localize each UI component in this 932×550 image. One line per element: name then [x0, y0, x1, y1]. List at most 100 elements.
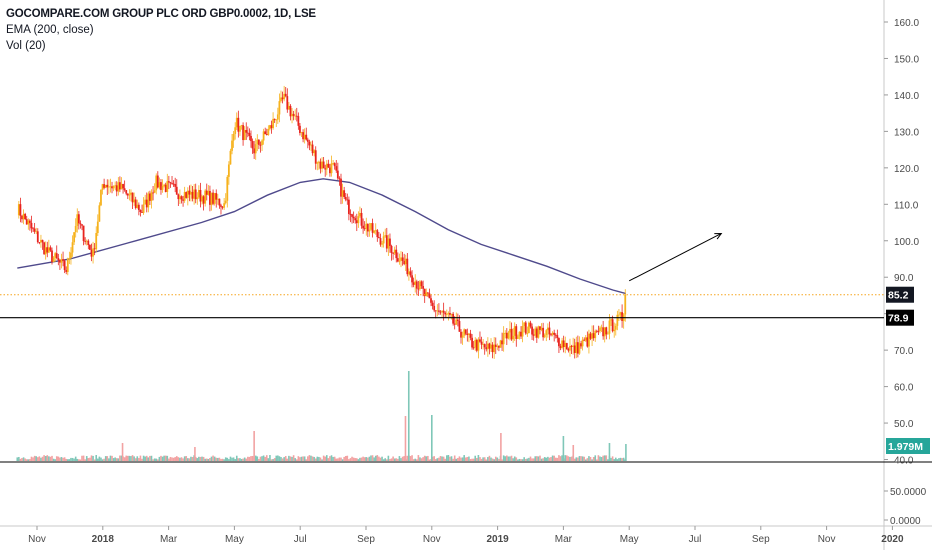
volume-bar [521, 459, 524, 461]
volume-bar [59, 457, 61, 461]
candle-body [52, 257, 55, 262]
candle-body [420, 281, 423, 287]
candle-body [90, 249, 93, 257]
candle-body [343, 190, 346, 197]
candle-body [608, 320, 611, 334]
volume-bar [556, 457, 559, 461]
candle-body [537, 326, 540, 338]
volume-bar [235, 455, 238, 461]
candle-body [17, 204, 20, 216]
candle-body [25, 219, 28, 225]
volume-bar [588, 456, 590, 461]
symbol-title[interactable]: GOCOMPARE.COM GROUP PLC ORD GBP0.0002, 1… [6, 8, 316, 20]
candle-body [411, 275, 413, 283]
candle-body [172, 183, 175, 185]
candle-body [267, 128, 270, 135]
candle-body [366, 223, 369, 232]
volume-bar [355, 458, 358, 461]
candle-body [573, 345, 576, 353]
candle-body [441, 310, 443, 312]
candle-body [215, 193, 218, 200]
candle-body [490, 344, 492, 349]
volume-bar [442, 456, 445, 461]
volume-bar [389, 458, 391, 461]
candle-body [125, 190, 128, 194]
volume-bar [41, 456, 44, 461]
volume-bar [545, 457, 548, 461]
volume-bar [239, 458, 241, 461]
candle-body [389, 238, 391, 246]
volume-bar [101, 459, 104, 461]
price-tick-label: 50.0 [894, 419, 914, 430]
candle-body [434, 310, 437, 312]
candle-body [229, 150, 232, 165]
ema-indicator-label[interactable]: EMA (200, close) [6, 24, 94, 36]
volume-bar [229, 456, 232, 461]
candle-body [30, 222, 33, 229]
volume-bar [558, 455, 560, 461]
candle-body [565, 343, 568, 350]
volume-bar [46, 455, 49, 461]
candle-body [505, 332, 508, 339]
candle-body [77, 214, 80, 224]
candle-body [316, 162, 319, 164]
candle-body [548, 327, 551, 335]
candle-body [486, 343, 489, 350]
volume-bar [370, 455, 372, 461]
volume-bar [54, 459, 56, 461]
volume-bar [295, 459, 298, 461]
candle-body [562, 340, 565, 348]
volume-bar [43, 455, 45, 461]
volume-indicator-label[interactable]: Vol (20) [6, 40, 46, 52]
time-tick-label: Sep [752, 534, 770, 545]
volume-bar [348, 459, 350, 461]
volume-bar [513, 456, 516, 461]
candle-body [144, 199, 147, 205]
volume-bar [526, 458, 529, 461]
candle-body [272, 118, 274, 129]
candle-body [106, 184, 109, 188]
volume-bar [330, 455, 333, 461]
volume-bar [316, 456, 319, 461]
candle-body [474, 339, 477, 348]
volume-bar [553, 455, 555, 461]
volume-bar [180, 457, 183, 461]
trend-arrow-line[interactable] [628, 233, 722, 282]
volume-bar [130, 456, 132, 461]
volume-bar [395, 458, 398, 461]
candle-body [591, 333, 593, 339]
volume-bar [573, 458, 576, 461]
candle-body [65, 269, 68, 272]
volume-bar [496, 457, 499, 461]
volume-bar [591, 459, 593, 461]
candle-body [346, 199, 349, 201]
candle-body [51, 250, 53, 262]
volume-bar [419, 457, 421, 461]
candle-body [177, 194, 180, 200]
volume-bar [187, 458, 189, 461]
volume-bar [338, 457, 341, 461]
candle-body [212, 192, 214, 204]
volume-bar [428, 459, 431, 461]
volume-bar [66, 459, 69, 461]
volume-bar [602, 455, 604, 461]
candle-body [341, 190, 344, 197]
volume-bar [341, 459, 344, 461]
volume-spike-bar [608, 443, 611, 461]
volume-bar [164, 455, 167, 461]
volume-bar [234, 459, 236, 461]
candle-body [232, 133, 235, 141]
volume-bar [599, 456, 601, 461]
candle-body [131, 192, 134, 203]
candle-body [624, 294, 627, 315]
volume-bar [570, 456, 573, 461]
volume-bar [498, 458, 500, 461]
candle-body [287, 105, 290, 110]
candle-body [256, 139, 259, 145]
volume-bar [611, 456, 614, 461]
candle-body [360, 212, 363, 226]
volume-bar [614, 457, 617, 461]
candle-body [423, 288, 426, 297]
candle-body [180, 196, 183, 200]
